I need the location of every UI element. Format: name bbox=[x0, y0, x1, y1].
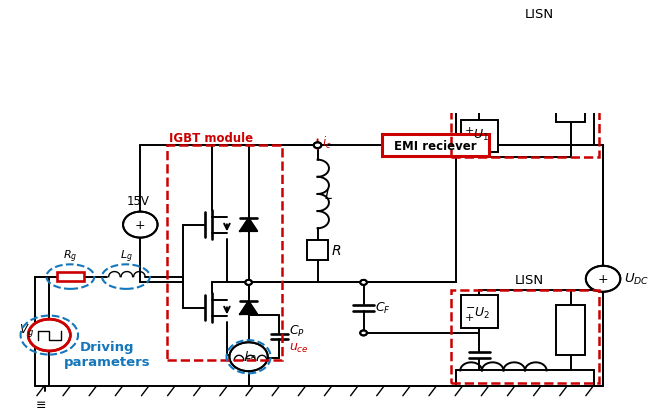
Text: +: + bbox=[465, 312, 475, 322]
Bar bbox=[462, 295, 498, 328]
Bar bbox=[556, 72, 585, 123]
Text: 15V: 15V bbox=[127, 194, 150, 207]
Circle shape bbox=[245, 280, 252, 285]
Text: $C_F$: $C_F$ bbox=[375, 300, 391, 316]
Bar bbox=[307, 240, 328, 260]
Text: $L_e$: $L_e$ bbox=[244, 349, 256, 362]
Text: +: + bbox=[465, 126, 475, 136]
Circle shape bbox=[28, 319, 70, 351]
Bar bbox=[450, 24, 600, 158]
Text: EMI reciever: EMI reciever bbox=[394, 139, 477, 152]
Polygon shape bbox=[240, 301, 257, 314]
Text: IGBT module: IGBT module bbox=[169, 131, 253, 145]
Circle shape bbox=[360, 330, 367, 336]
Bar bbox=[556, 305, 585, 356]
Bar bbox=[167, 146, 282, 361]
Text: $R$: $R$ bbox=[331, 243, 341, 257]
Text: $C_P$: $C_P$ bbox=[289, 323, 305, 339]
Bar bbox=[450, 290, 600, 384]
Circle shape bbox=[586, 266, 620, 292]
Text: $U_1$: $U_1$ bbox=[473, 128, 490, 142]
Text: Driving
parameters: Driving parameters bbox=[63, 340, 150, 368]
Text: $\equiv$: $\equiv$ bbox=[33, 397, 46, 410]
Bar bbox=[462, 120, 498, 153]
Text: LISN: LISN bbox=[525, 7, 554, 21]
Text: $U_2$: $U_2$ bbox=[473, 305, 490, 320]
Text: $V_g$: $V_g$ bbox=[19, 321, 34, 338]
Text: $U_{DC}$: $U_{DC}$ bbox=[624, 272, 650, 287]
Circle shape bbox=[314, 143, 322, 149]
Circle shape bbox=[229, 342, 268, 371]
Text: $-$: $-$ bbox=[465, 137, 475, 147]
Text: $L_g$: $L_g$ bbox=[120, 248, 132, 265]
Circle shape bbox=[360, 280, 367, 285]
Bar bbox=[381, 135, 489, 157]
Bar bbox=[57, 273, 84, 281]
Text: $u_{ce}$: $u_{ce}$ bbox=[289, 341, 309, 354]
Polygon shape bbox=[240, 218, 257, 232]
Text: $R_g$: $R_g$ bbox=[63, 248, 77, 265]
Circle shape bbox=[123, 212, 158, 238]
Text: $-$: $-$ bbox=[465, 301, 475, 311]
Text: LISN: LISN bbox=[515, 273, 544, 286]
Text: +: + bbox=[598, 273, 609, 285]
Text: +: + bbox=[135, 218, 146, 232]
Text: $L$: $L$ bbox=[324, 188, 333, 202]
Text: $i_c$: $i_c$ bbox=[322, 134, 332, 150]
